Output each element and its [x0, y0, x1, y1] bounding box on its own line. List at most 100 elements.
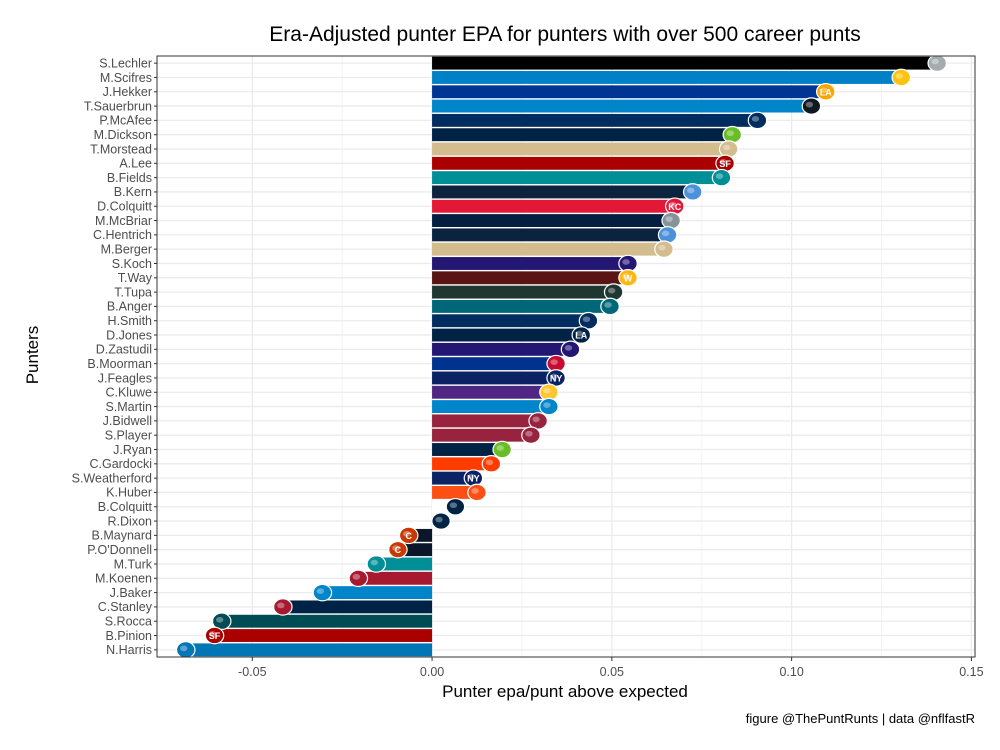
bar [432, 56, 938, 70]
bar [432, 214, 672, 227]
x-axis-label: Punter epa/punt above expected [442, 682, 688, 701]
logo-highlight [661, 230, 670, 237]
logo-highlight [669, 201, 677, 208]
logo-highlight [622, 259, 630, 265]
bar [432, 428, 531, 442]
bar [376, 557, 433, 571]
logo-mark [521, 426, 541, 445]
y-tick-label: S.Player [105, 429, 152, 443]
y-tick-label: S.Weatherford [72, 471, 152, 485]
titans-logo-icon [682, 183, 703, 201]
logo-highlight [582, 316, 591, 323]
y-tick-label: C.Gardocki [89, 457, 152, 471]
logo-highlight [687, 187, 695, 194]
browns-logo-icon [481, 455, 502, 473]
chargers-logo-icon [891, 68, 912, 87]
logo-highlight [726, 130, 734, 137]
vikings-logo-icon [539, 383, 559, 402]
y-tick-label: T.Way [118, 271, 153, 285]
bar [432, 99, 812, 113]
bar [432, 314, 589, 328]
y-tick-label: M.Scifres [100, 71, 152, 85]
y-tick-label: R.Dixon [108, 514, 153, 528]
logo-mark [467, 483, 487, 502]
y-tick-label: J.Bidwell [103, 414, 152, 428]
logo-mark [492, 440, 512, 459]
panthers-logo-icon [539, 397, 559, 416]
bar [432, 328, 582, 342]
logo-mark [682, 183, 703, 201]
logo-highlight [550, 373, 558, 380]
logo-highlight [180, 645, 188, 652]
logo-mark [312, 583, 333, 602]
y-tick-label: D.Colquitt [97, 200, 152, 214]
panthers-logo-icon [801, 97, 822, 115]
bar [432, 299, 611, 313]
y-tick-label: P.O'Donnell [87, 543, 152, 557]
logo-highlight [485, 459, 494, 466]
logo-highlight [622, 273, 630, 280]
logo-highlight [895, 73, 903, 79]
rams-logo-icon: LA [571, 326, 592, 344]
eagles-logo-icon [211, 612, 232, 631]
logo-highlight [216, 616, 224, 623]
eagles-logo-icon [431, 512, 451, 530]
texans-logo-icon [273, 598, 293, 616]
logo-highlight [525, 430, 533, 437]
rams-logo-icon: LA [815, 82, 836, 101]
logo-text: LA [575, 331, 587, 341]
bar [432, 443, 503, 456]
dolphins-logo-icon [366, 555, 387, 573]
logo-highlight [496, 445, 504, 451]
bengals-logo-icon [467, 483, 487, 502]
logo-mark [546, 369, 566, 387]
giants-logo-icon: NY [546, 369, 566, 387]
jaguars-logo-icon [600, 297, 620, 316]
logo-mark [711, 168, 732, 187]
bar [432, 471, 474, 485]
y-tick-label: B.Moorman [87, 357, 152, 371]
x-tick-label: 0.10 [779, 665, 803, 679]
logo-text: C [405, 531, 412, 541]
bar [221, 614, 433, 628]
y-tick-label: M.Turk [114, 557, 153, 571]
logo-highlight [467, 473, 476, 480]
chiefs-logo-icon: KC [664, 197, 685, 216]
falcons-logo-icon [348, 569, 369, 588]
logo-highlight [435, 516, 443, 523]
raiders-logo-icon [927, 54, 948, 72]
logo-mark [204, 626, 225, 645]
logo-mark [571, 326, 592, 344]
logo-highlight [723, 144, 731, 151]
bar [432, 85, 826, 99]
49ers-logo-icon: SF [715, 154, 735, 173]
logo-highlight [665, 216, 673, 222]
colts-logo-icon [578, 311, 599, 330]
chart-title: Era-Adjusted punter EPA for punters with… [269, 23, 860, 46]
logo-highlight [277, 602, 285, 609]
bar [432, 128, 733, 142]
x-tick-label: 0.15 [959, 665, 983, 679]
logo-highlight [550, 359, 558, 366]
y-tick-label: B.Maynard [92, 529, 152, 543]
giants-logo-icon: NY [463, 469, 484, 487]
logo-highlight [370, 559, 379, 566]
logo-mark [431, 512, 451, 530]
cardinals-logo-icon [521, 426, 541, 445]
logo-highlight [543, 402, 551, 408]
logo-text: NY [550, 373, 563, 383]
y-tick-label: B.Kern [114, 185, 152, 199]
commanders-logo-icon: W [618, 268, 638, 287]
bar [432, 457, 492, 471]
lions-logo-icon [175, 641, 196, 659]
y-tick-label: N.Harris [106, 643, 152, 657]
y-tick-label: P.McAfee [99, 114, 152, 128]
titans-logo-icon [657, 226, 678, 244]
logo-mark [654, 240, 674, 258]
y-tick-label: S.Koch [112, 257, 152, 271]
logo-highlight [316, 588, 325, 594]
ravens-logo-icon [618, 254, 638, 273]
logo-mark [348, 569, 369, 588]
49ers-logo-icon: SF [204, 626, 225, 645]
logo-highlight [352, 573, 361, 580]
